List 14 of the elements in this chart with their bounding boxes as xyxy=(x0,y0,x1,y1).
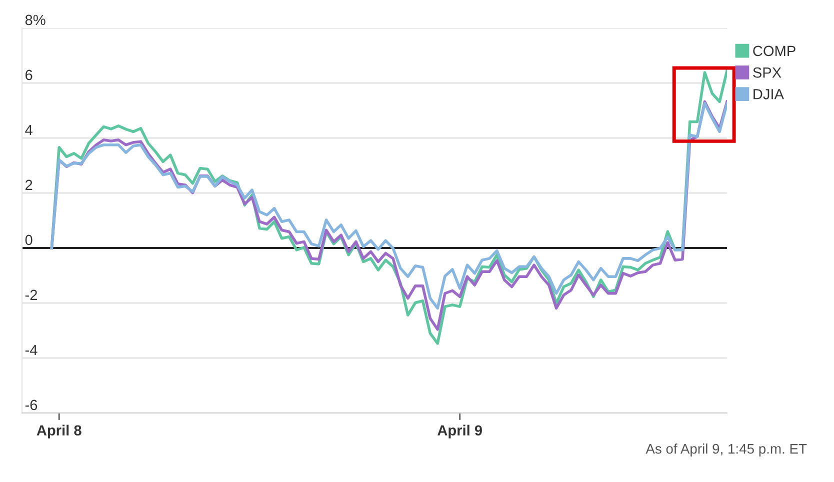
y-tick-label: 4 xyxy=(25,124,32,135)
y-tick-label: -2 xyxy=(25,290,38,300)
y-tick-label: 8% xyxy=(25,14,46,26)
y-tick-label: 6 xyxy=(26,70,32,80)
y-tick-label: 2 xyxy=(26,180,32,190)
text: As of April 9, 1:45 p.m. ET xyxy=(646,444,807,456)
y-tick-label: 0 xyxy=(25,234,32,246)
legend-label: COMP xyxy=(753,46,796,56)
x-tick-label: April 8 xyxy=(36,424,82,438)
legend-label: DJIA xyxy=(754,89,784,100)
y-tick-label: -6 xyxy=(25,400,38,410)
y-tick-label: -4 xyxy=(25,344,38,355)
x-tick-label: April 9 xyxy=(438,424,482,438)
legend-label: SPX xyxy=(753,67,782,78)
